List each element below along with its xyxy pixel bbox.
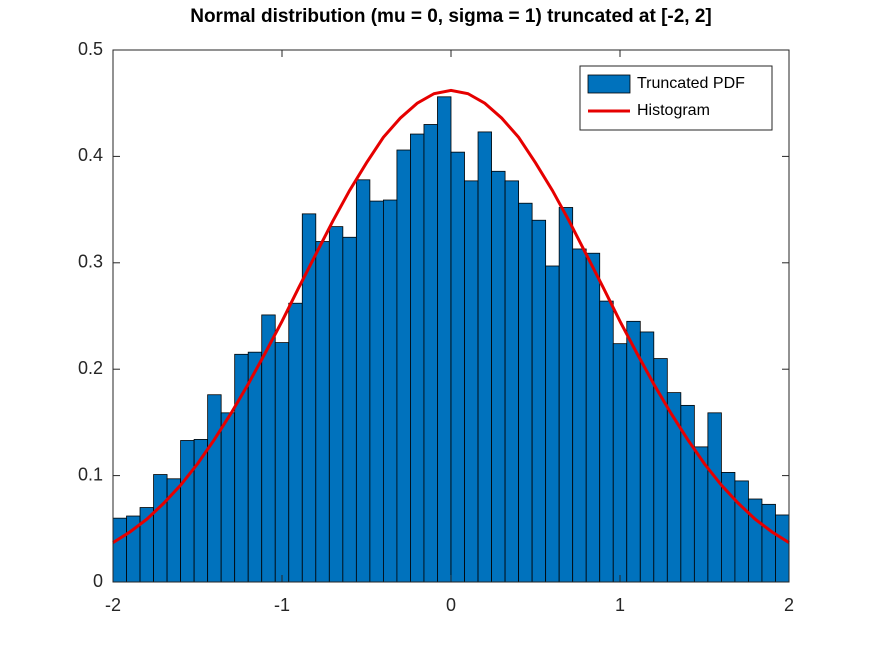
y-tick-label: 0 [93,571,103,591]
bar [274,342,290,583]
bar [342,236,357,583]
bar [437,96,452,583]
y-tick-label: 0.4 [78,145,103,165]
bar [207,394,222,583]
bar [761,503,776,583]
bar [112,517,127,583]
bar [491,170,506,583]
bar [423,124,438,583]
bar [653,358,668,583]
bar [531,219,547,583]
bar [477,131,492,583]
bar [666,392,682,583]
bar [734,480,749,583]
bar [410,133,425,583]
x-tick-label: 0 [446,595,456,615]
bar [369,200,384,583]
x-tick-label: -2 [105,595,121,615]
bar [545,265,560,583]
bar [328,226,344,583]
y-tick-label: 0.5 [78,39,103,59]
bar [355,179,371,583]
bar [450,151,465,583]
bar [247,351,263,583]
bar [382,199,398,583]
bar [626,320,641,583]
bar [572,248,587,583]
bar [558,207,574,583]
bar [220,412,236,583]
bar [464,180,479,583]
bar [315,241,330,583]
bar [396,149,411,583]
y-tick-label: 0.3 [78,252,103,272]
line [112,88,790,544]
bar [775,514,790,583]
bar [612,343,628,583]
bar [707,412,722,583]
legend-label: Truncated PDF [637,75,745,92]
bar [585,252,601,583]
bar [518,202,533,583]
y-tick-label: 0.1 [78,464,103,484]
x-tick-label: 1 [615,595,625,615]
bar [180,440,195,583]
legend-swatch [587,74,631,94]
bar [599,300,614,583]
bar [288,302,303,583]
legend-label: Histogram [637,102,710,119]
bar [504,180,519,583]
x-tick-label: -1 [274,595,290,615]
chart-title: Normal distribution (mu = 0, sigma = 1) … [190,6,712,27]
x-tick-label: 2 [784,595,794,615]
bar [153,474,168,583]
bar [748,498,763,583]
y-tick-label: 0.2 [78,358,103,378]
